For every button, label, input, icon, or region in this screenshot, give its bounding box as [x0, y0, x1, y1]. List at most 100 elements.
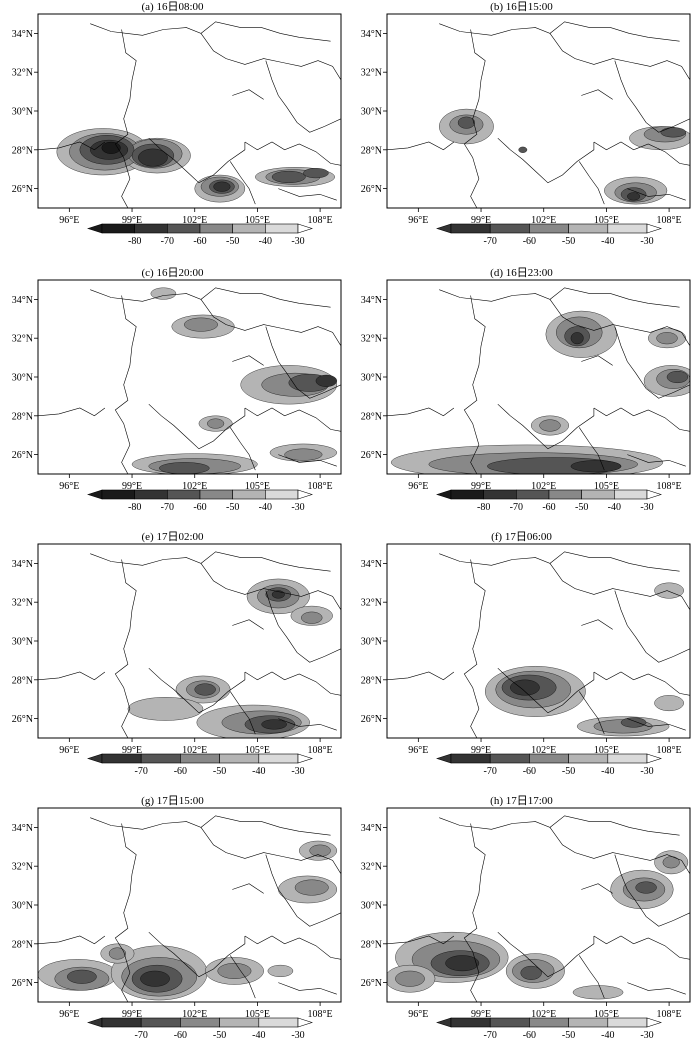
colorbar-segment [258, 1017, 299, 1028]
colorbar-segment [101, 223, 135, 234]
y-tick-label: 26°N [361, 450, 382, 461]
y-tick-label: 34°N [12, 559, 33, 570]
colorbar-label: -40 [608, 502, 621, 513]
cloud-region [261, 719, 287, 730]
border-line [244, 935, 341, 960]
x-tick-label: 105°E [245, 481, 270, 492]
colorbar-label: -30 [640, 1030, 653, 1041]
cloud-region [194, 683, 216, 696]
colorbar: -70 -60 -50 -40 -30 [436, 1017, 662, 1041]
colorbar: -70 -60 -50 -40 -30 [436, 753, 662, 777]
colorbar-extend-high [297, 1017, 313, 1028]
cloud-region [294, 879, 329, 896]
panel-d: (d) 16日23:00 96°E 99°E 102°E 105°E 108°E 34°N… [349, 266, 694, 528]
border-line [578, 427, 605, 471]
cloud-region [445, 955, 480, 972]
border-line [90, 815, 331, 836]
colorbar-label: -50 [226, 236, 239, 247]
border-line [90, 287, 331, 308]
cloud-region [570, 460, 622, 473]
x-tick-label: 96°E [59, 745, 79, 756]
y-tick-label: 32°N [12, 598, 33, 609]
x-tick-label: 99°E [471, 481, 491, 492]
x-tick-label: 108°E [657, 745, 682, 756]
colorbar-segment [450, 223, 491, 234]
colorbar-label: -80 [128, 502, 141, 513]
border-line [229, 161, 256, 205]
colorbar-segment [258, 753, 299, 764]
colorbar-extend-low [87, 753, 103, 764]
border-line [581, 883, 613, 894]
x-tick-label: 102°E [531, 481, 556, 492]
colorbar-label: -70 [161, 502, 174, 513]
colorbar-segment [180, 1017, 220, 1028]
colorbar: -70 -60 -50 -40 -30 [87, 1017, 313, 1041]
x-tick-label: 99°E [122, 481, 142, 492]
colorbar-segment [134, 489, 168, 500]
cloud-region [67, 969, 97, 984]
border-line [463, 559, 486, 738]
border-line [578, 691, 605, 735]
colorbar-label: -30 [640, 502, 653, 513]
colorbar-extend-low [87, 489, 103, 500]
colorbar-segment [607, 753, 648, 764]
cloud-region [309, 844, 331, 857]
y-tick-label: 32°N [361, 334, 382, 345]
border-line [627, 982, 686, 995]
cloud-region [520, 965, 542, 980]
colorbar-segment [614, 489, 648, 500]
border-line [581, 355, 613, 366]
x-tick-label: 99°E [471, 215, 491, 226]
y-tick-label: 34°N [361, 29, 382, 40]
panel-title: (f) 17日06:00 [491, 531, 552, 543]
border-line [114, 823, 137, 1002]
cloud-region [315, 374, 337, 387]
colorbar-segment [232, 489, 266, 500]
x-tick-label: 96°E [59, 1009, 79, 1020]
border-line [278, 718, 337, 731]
y-tick-label: 28°N [12, 145, 33, 156]
colorbar-label: -60 [523, 766, 536, 777]
x-tick-label: 105°E [245, 745, 270, 756]
x-tick-label: 102°E [531, 1009, 556, 1020]
border-line [114, 559, 137, 738]
colorbar-extend-low [436, 753, 452, 764]
border-line [200, 827, 341, 875]
border-line [38, 407, 106, 417]
x-tick-label: 108°E [308, 215, 333, 226]
colorbar: -80 -70 -60 -50 -40 -30 [87, 489, 313, 513]
colorbar-segment [101, 489, 135, 500]
colorbar-segment [450, 1017, 491, 1028]
border-line [581, 619, 613, 630]
border-line [593, 671, 690, 696]
border-line [38, 141, 106, 151]
border-line [627, 188, 686, 201]
colorbar-label: -60 [174, 766, 187, 777]
colorbar-segment [219, 753, 260, 764]
colorbar-label: -60 [542, 502, 555, 513]
colorbar-label: -30 [291, 502, 304, 513]
border-line [549, 33, 690, 81]
border-line [148, 931, 246, 978]
cloud-region [666, 371, 689, 383]
cloud-field [131, 287, 337, 474]
colorbar-label: -70 [135, 1030, 148, 1041]
border-line [265, 854, 341, 927]
border-line [229, 427, 256, 471]
y-tick-label: 28°N [12, 939, 33, 950]
y-tick-label: 30°N [12, 901, 33, 912]
border-line [463, 295, 486, 474]
colorbar-segment [483, 489, 517, 500]
colorbar-label: -50 [213, 766, 226, 777]
panel-e: (e) 17日02:00 96°E 99°E 102°E 105°E 108°E 34°N… [0, 530, 345, 792]
colorbar-label: -30 [291, 236, 304, 247]
cloud-field [387, 850, 689, 1000]
colorbar-extend-high [646, 223, 662, 234]
y-tick-label: 26°N [12, 978, 33, 989]
border-line [278, 982, 337, 995]
border-line [90, 551, 331, 572]
map-b: 96°E 99°E 102°E 105°E 108°E 34°N 32°N 30°N 28°N 2… [361, 13, 691, 247]
colorbar-label: -30 [291, 766, 304, 777]
colorbar-label: -70 [484, 1030, 497, 1041]
border-line [497, 667, 595, 714]
